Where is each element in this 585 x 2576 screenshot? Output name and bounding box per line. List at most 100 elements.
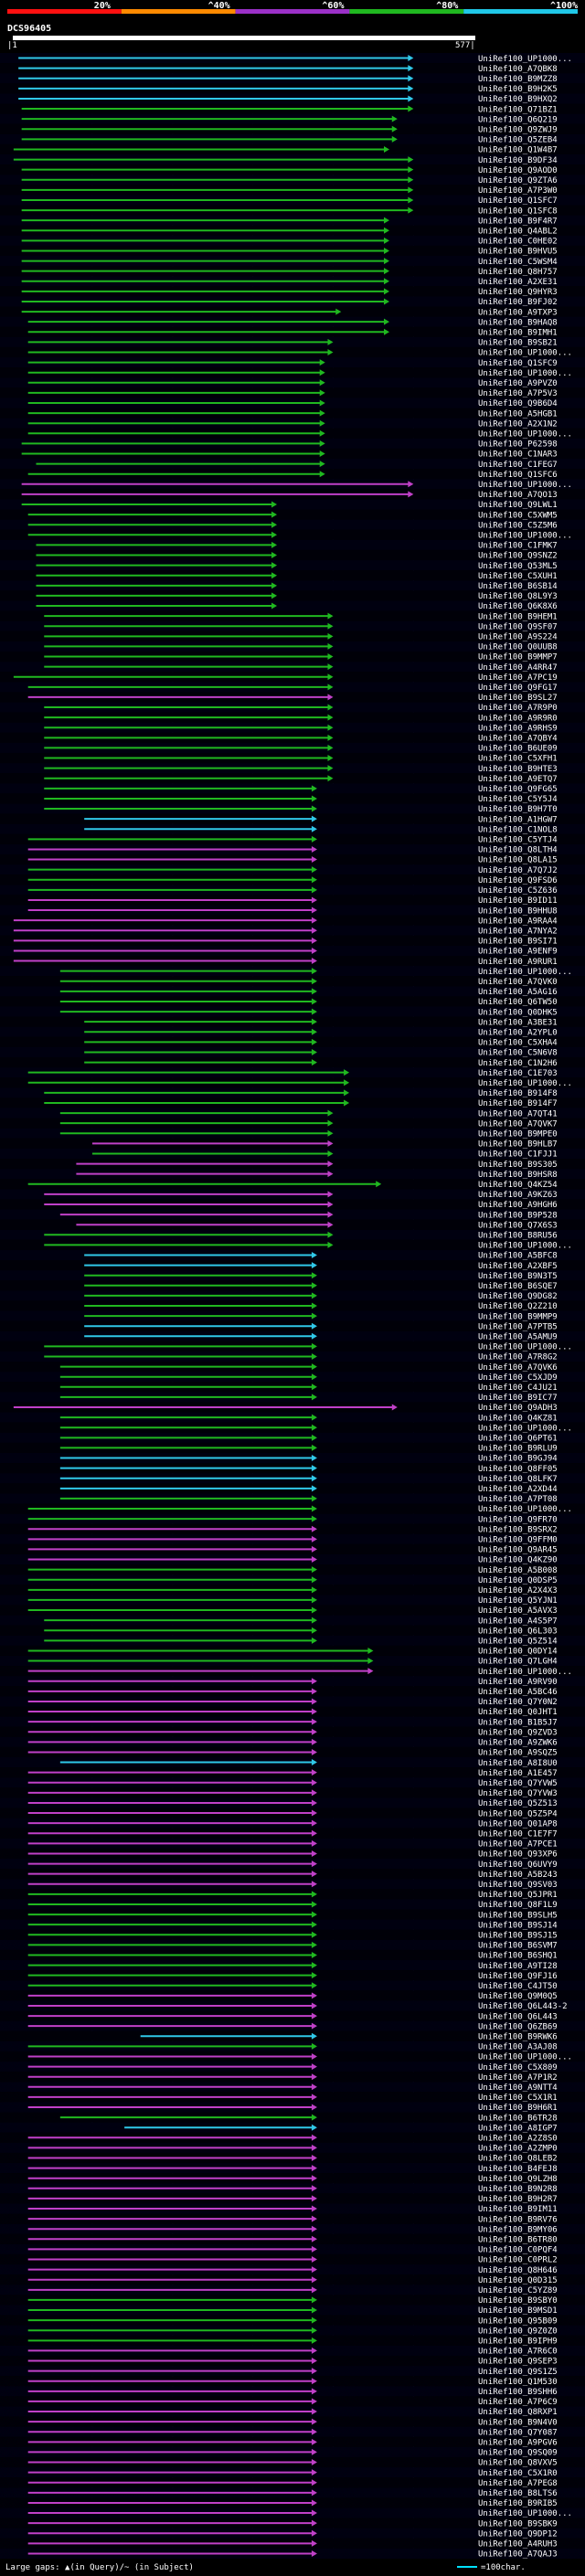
hit-label[interactable]: UniRef100_Q8RXP1: [478, 2408, 558, 2417]
hit-label[interactable]: UniRef100_C5X1R1: [478, 2094, 558, 2103]
hit-label[interactable]: UniRef100_Q9ZTA6: [478, 176, 558, 186]
hit-label[interactable]: UniRef100_A7P6C9: [478, 2398, 558, 2407]
hit-label[interactable]: UniRef100_A4RR47: [478, 663, 558, 673]
hit-label[interactable]: UniRef100_C5X1R0: [478, 2469, 558, 2478]
hit-label[interactable]: UniRef100_UP1000...: [478, 2053, 572, 2062]
hit-label[interactable]: UniRef100_Q9ADH3: [478, 1404, 558, 1413]
hit-label[interactable]: UniRef100_UP1000...: [478, 1668, 572, 1677]
hit-label[interactable]: UniRef100_B9SBK9: [478, 2519, 558, 2528]
hit-label[interactable]: UniRef100_C5XWM5: [478, 511, 558, 520]
hit-label[interactable]: UniRef100_B6SQE7: [478, 1282, 558, 1291]
hit-label[interactable]: UniRef100_Q8LTH4: [478, 846, 558, 855]
hit-label[interactable]: UniRef100_B9ID11: [478, 896, 558, 906]
hit-label[interactable]: UniRef100_Q9SF07: [478, 622, 558, 631]
hit-label[interactable]: UniRef100_Q5Z5P4: [478, 1809, 558, 1818]
hit-label[interactable]: UniRef100_B9MZZ8: [478, 75, 558, 84]
hit-label[interactable]: UniRef100_B9H6R1: [478, 2104, 558, 2113]
hit-label[interactable]: UniRef100_A7P5V3: [478, 389, 558, 398]
hit-label[interactable]: UniRef100_B9SL27: [478, 694, 558, 703]
hit-label[interactable]: UniRef100_A9KZ63: [478, 1191, 558, 1200]
hit-label[interactable]: UniRef100_A7R6C0: [478, 2348, 558, 2357]
hit-label[interactable]: UniRef100_Q9FG17: [478, 684, 558, 693]
hit-label[interactable]: UniRef100_Q7X6S3: [478, 1221, 558, 1230]
hit-label[interactable]: UniRef100_B9SRX2: [478, 1525, 558, 1534]
hit-label[interactable]: UniRef100_Q53ML5: [478, 562, 558, 571]
hit-label[interactable]: UniRef100_B9HVU5: [478, 248, 558, 257]
hit-label[interactable]: UniRef100_A2XBF5: [478, 1262, 558, 1271]
hit-label[interactable]: UniRef100_A7Q7J2: [478, 866, 558, 875]
hit-label[interactable]: UniRef100_UP1000...: [478, 1079, 572, 1088]
hit-label[interactable]: UniRef100_UP1000...: [478, 1424, 572, 1433]
hit-label[interactable]: UniRef100_Q5Z514: [478, 1638, 558, 1647]
hit-label[interactable]: UniRef100_B9RWK6: [478, 2032, 558, 2041]
hit-label[interactable]: UniRef100_Q8LA15: [478, 856, 558, 865]
hit-label[interactable]: UniRef100_A3AJ08: [478, 2043, 558, 2052]
hit-label[interactable]: UniRef100_Q6UVY9: [478, 1860, 558, 1870]
hit-label[interactable]: UniRef100_A9PGV6: [478, 2439, 558, 2448]
hit-label[interactable]: UniRef100_C4JT50: [478, 1982, 558, 1991]
hit-label[interactable]: UniRef100_Q9LZH8: [478, 2175, 558, 2184]
hit-label[interactable]: UniRef100_A7P3W0: [478, 186, 558, 196]
hit-label[interactable]: UniRef100_B9N2R8: [478, 2185, 558, 2194]
hit-label[interactable]: UniRef100_B9MMP7: [478, 653, 558, 663]
hit-label[interactable]: UniRef100_A3BE31: [478, 1018, 558, 1027]
hit-label[interactable]: UniRef100_C5X809: [478, 2063, 558, 2072]
hit-label[interactable]: UniRef100_A8IGP7: [478, 2124, 558, 2133]
hit-label[interactable]: UniRef100_A7QVK7: [478, 1119, 558, 1129]
hit-label[interactable]: UniRef100_B9HHU8: [478, 906, 558, 916]
hit-label[interactable]: UniRef100_B9RV76: [478, 2215, 558, 2224]
hit-label[interactable]: UniRef100_B9SLH5: [478, 1911, 558, 1920]
hit-label[interactable]: UniRef100_Q8FF05: [478, 1465, 558, 1474]
hit-label[interactable]: UniRef100_A7PEG8: [478, 2479, 558, 2488]
hit-label[interactable]: UniRef100_A7R8G2: [478, 1353, 558, 1362]
hit-label[interactable]: UniRef100_Q0JHT1: [478, 1708, 558, 1717]
hit-label[interactable]: UniRef100_UP1000...: [478, 349, 572, 358]
hit-label[interactable]: UniRef100_UP1000...: [478, 429, 572, 439]
hit-label[interactable]: UniRef100_B914F8: [478, 1089, 558, 1098]
hit-label[interactable]: UniRef100_A5B008: [478, 1566, 558, 1575]
hit-label[interactable]: UniRef100_B9IMH1: [478, 328, 558, 337]
hit-label[interactable]: UniRef100_B9SJ14: [478, 1921, 558, 1930]
hit-label[interactable]: UniRef100_B9DF34: [478, 156, 558, 165]
hit-label[interactable]: UniRef100_A5AVX3: [478, 1606, 558, 1616]
hit-label[interactable]: UniRef100_B9SI71: [478, 938, 558, 947]
hit-label[interactable]: UniRef100_Q8VXV5: [478, 2459, 558, 2468]
hit-label[interactable]: UniRef100_Q01AP8: [478, 1819, 558, 1829]
hit-label[interactable]: UniRef100_Q1SFC6: [478, 471, 558, 480]
hit-label[interactable]: UniRef100_Q1M530: [478, 2378, 558, 2387]
hit-label[interactable]: UniRef100_B9H2R7: [478, 2195, 558, 2204]
hit-label[interactable]: UniRef100_A9S224: [478, 633, 558, 642]
hit-label[interactable]: UniRef100_B9RLU9: [478, 1445, 558, 1454]
hit-label[interactable]: UniRef100_A5AMU9: [478, 1333, 558, 1342]
hit-label[interactable]: UniRef100_B9SBY0: [478, 2296, 558, 2306]
hit-label[interactable]: UniRef100_B6SHQ1: [478, 1952, 558, 1961]
hit-label[interactable]: UniRef100_C1NAR3: [478, 451, 558, 460]
hit-label[interactable]: UniRef100_Q6Q219: [478, 115, 558, 124]
hit-label[interactable]: UniRef100_B9N3T5: [478, 1272, 558, 1281]
hit-label[interactable]: UniRef100_Q1W4B7: [478, 146, 558, 155]
hit-label[interactable]: UniRef100_A2ZMP0: [478, 2145, 558, 2154]
hit-label[interactable]: UniRef100_C5Z636: [478, 886, 558, 896]
hit-label[interactable]: UniRef100_A7PTB5: [478, 1322, 558, 1331]
hit-label[interactable]: UniRef100_B6SVM7: [478, 1942, 558, 1951]
hit-label[interactable]: UniRef100_Q8H757: [478, 268, 558, 277]
hit-label[interactable]: UniRef100_C5XJD9: [478, 1373, 558, 1383]
hit-label[interactable]: UniRef100_Q9FJ16: [478, 1972, 558, 1981]
hit-label[interactable]: UniRef100_A4RUH3: [478, 2540, 558, 2549]
hit-label[interactable]: UniRef100_A9ZWK6: [478, 1739, 558, 1748]
hit-label[interactable]: UniRef100_A5BC46: [478, 1688, 558, 1697]
hit-label[interactable]: UniRef100_A7QBK8: [478, 65, 558, 74]
hit-label[interactable]: UniRef100_UP1000...: [478, 1242, 572, 1251]
hit-label[interactable]: UniRef100_A2YPL0: [478, 1028, 558, 1037]
hit-label[interactable]: UniRef100_Q8F1L9: [478, 1901, 558, 1910]
hit-label[interactable]: UniRef100_Q7Y0N2: [478, 1698, 558, 1707]
hit-label[interactable]: UniRef100_A2Z8S0: [478, 2134, 558, 2143]
hit-label[interactable]: UniRef100_A7QO13: [478, 491, 558, 500]
hit-label[interactable]: UniRef100_B9SHH6: [478, 2388, 558, 2397]
hit-label[interactable]: UniRef100_Q5YJN1: [478, 1596, 558, 1606]
hit-label[interactable]: UniRef100_Q7LGH4: [478, 1658, 558, 1667]
hit-label[interactable]: UniRef100_A9ENF9: [478, 948, 558, 957]
hit-label[interactable]: UniRef100_A4S5P7: [478, 1617, 558, 1626]
hit-label[interactable]: UniRef100_C5N6V8: [478, 1049, 558, 1058]
hit-label[interactable]: UniRef100_A2XE31: [478, 278, 558, 287]
